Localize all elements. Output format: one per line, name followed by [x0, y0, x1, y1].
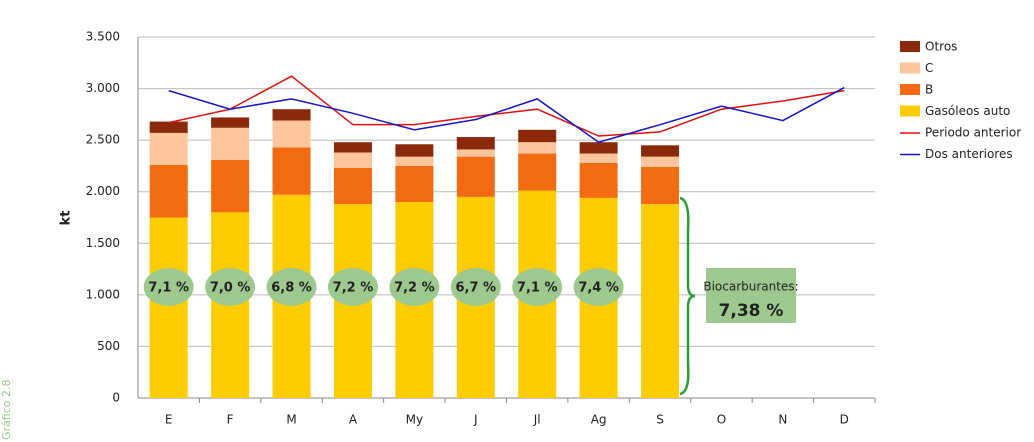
- y-tick-label: 1.000: [86, 287, 120, 301]
- side-label: Gráfico 2.8: [0, 380, 13, 440]
- bar-segment: [518, 129, 557, 143]
- bar-segment: [641, 156, 680, 167]
- x-tick-label: S: [656, 413, 664, 427]
- y-tick-label: 2.000: [86, 184, 120, 198]
- bar-segment: [149, 121, 188, 133]
- brace: [679, 196, 696, 396]
- bar-segment: [333, 142, 372, 153]
- legend-label: C: [925, 61, 933, 75]
- annotation-label: 7,4 %: [578, 281, 619, 296]
- annotation-bubble: [266, 268, 317, 306]
- bar-segment: [211, 127, 250, 160]
- annotation-label: 7,1 %: [148, 281, 189, 296]
- bar-segment: [579, 142, 618, 154]
- legend-swatch: [900, 84, 920, 95]
- bar-segment: [149, 164, 188, 218]
- annotation-label: 7,2 %: [333, 281, 374, 296]
- x-tick-label: O: [717, 413, 726, 427]
- annotation-bubble: [389, 268, 440, 306]
- bar-segment: [456, 137, 495, 150]
- bar-segment: [579, 162, 618, 198]
- legend-swatch: [900, 62, 920, 74]
- bar-segment: [395, 144, 434, 157]
- x-tick-label: J: [473, 413, 478, 427]
- bar-segment: [518, 153, 557, 191]
- x-tick-label: N: [778, 413, 787, 427]
- bar-segment: [149, 217, 188, 398]
- x-tick-label: M: [286, 413, 296, 427]
- annotation-label: 6,8 %: [271, 281, 312, 296]
- legend-label: Dos anteriores: [925, 147, 1013, 161]
- bar-segment: [333, 167, 372, 205]
- x-tick-label: Ag: [591, 413, 607, 427]
- annotation-label: 7,0 %: [210, 281, 251, 296]
- legend-swatch: [900, 41, 920, 52]
- bar-segment: [211, 117, 250, 128]
- box-title: Biocarburantes:: [703, 280, 798, 294]
- bar-segment: [641, 204, 680, 398]
- y-tick-label: 3.000: [86, 81, 120, 95]
- legend-label: Gasóleos auto: [925, 104, 1010, 118]
- annotation-label: 7,2 %: [394, 281, 435, 296]
- bar-segment: [149, 132, 188, 165]
- legend-swatch: [900, 105, 920, 117]
- y-tick-label: 500: [97, 339, 120, 353]
- annotation-bubble: [573, 268, 624, 306]
- y-axis-label: kt: [59, 211, 74, 226]
- annotation-label: 6,7 %: [455, 281, 496, 296]
- bar-segment: [333, 152, 372, 168]
- legend-label: Otros: [925, 40, 957, 54]
- x-tick-label: E: [165, 413, 173, 427]
- y-tick-label: 1.500: [86, 236, 120, 250]
- legend-label: Periodo anterior: [925, 126, 1021, 140]
- bar-segment: [641, 145, 680, 157]
- x-tick-label: Jl: [533, 413, 541, 427]
- y-tick-label: 0: [112, 391, 120, 405]
- annotation-label: 7,1 %: [517, 281, 558, 296]
- total-box: [706, 268, 796, 323]
- bar-segment: [272, 147, 311, 195]
- bar-segment: [211, 159, 250, 213]
- bar-segment: [579, 153, 618, 163]
- bar-segment: [518, 142, 557, 154]
- bar-segment: [272, 109, 311, 121]
- x-tick-label: F: [227, 413, 234, 427]
- x-tick-label: D: [840, 413, 849, 427]
- annotation-bubble: [450, 268, 501, 306]
- annotation-bubble: [327, 268, 378, 306]
- bar-segment: [456, 156, 495, 197]
- bar-segment: [395, 156, 434, 166]
- annotation-bubble: [205, 268, 256, 306]
- x-tick-label: My: [406, 413, 423, 427]
- x-tick-label: A: [349, 413, 358, 427]
- bar-segment: [395, 165, 434, 203]
- y-tick-label: 3.500: [86, 30, 120, 44]
- bar-segment: [641, 166, 680, 205]
- annotation-bubble: [512, 268, 563, 306]
- y-tick-label: 2.500: [86, 133, 120, 147]
- box-value: 7,38 %: [719, 301, 784, 321]
- annotation-bubble: [143, 268, 194, 306]
- legend-label: B: [925, 83, 933, 97]
- line-series: [168, 86, 845, 144]
- bar-segment: [456, 149, 495, 157]
- bar-segment: [272, 120, 311, 148]
- line-series: [168, 75, 845, 137]
